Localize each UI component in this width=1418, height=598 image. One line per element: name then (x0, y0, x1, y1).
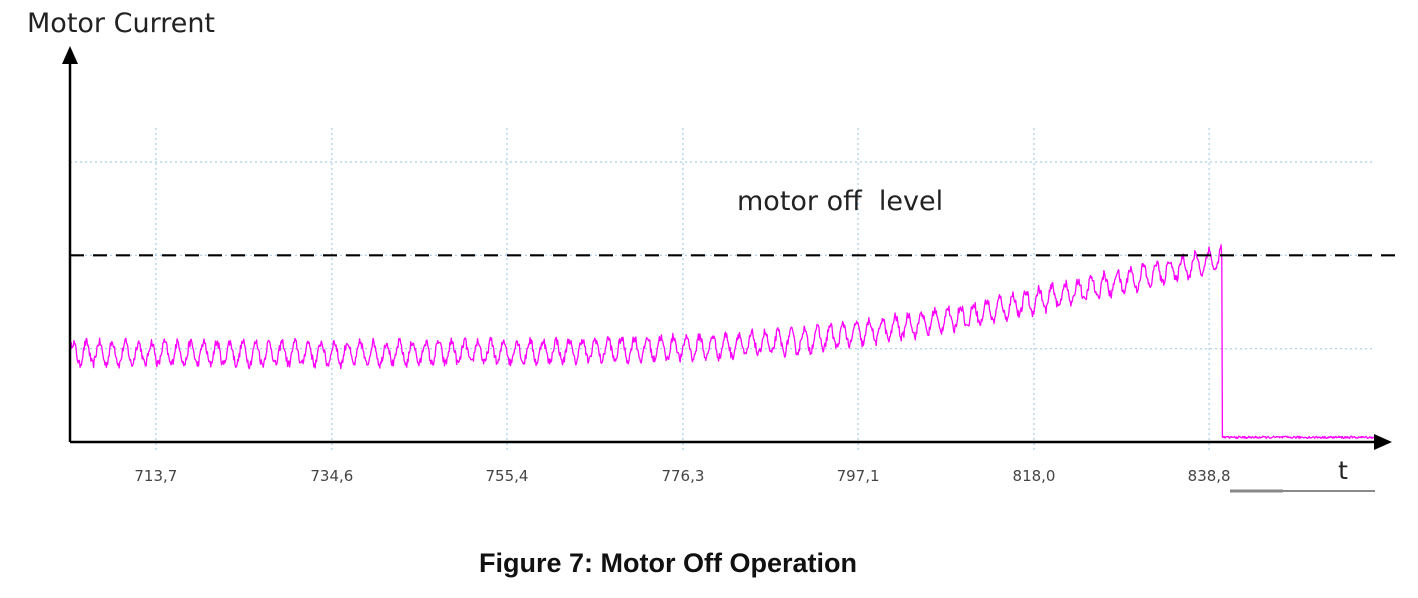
x-axis-title: t (1338, 456, 1348, 485)
y-axis-title: Motor Current (27, 8, 215, 39)
series-layer (69, 244, 1376, 440)
x-tick-label: 776,3 (661, 467, 704, 485)
figure-caption: Figure 7: Motor Off Operation (479, 548, 857, 578)
y-axis-arrow-icon (62, 46, 78, 64)
grid-layer (70, 128, 1375, 452)
x-tick-label: 818,0 (1013, 467, 1056, 485)
x-axis-arrow-icon (1374, 434, 1392, 450)
motor-current-trace (69, 244, 1376, 440)
x-tick-label: 734,6 (310, 467, 353, 485)
tick-label-layer: 713,7 734,6 755,4 776,3 797,1 818,0 838,8 (134, 467, 1230, 485)
x-tick-label: 713,7 (134, 467, 177, 485)
threshold-annotation: motor off level (737, 186, 943, 217)
x-tick-label: 838,8 (1188, 467, 1231, 485)
axis-layer (62, 46, 1392, 450)
x-tick-label: 797,1 (837, 467, 880, 485)
x-tick-label: 755,4 (485, 467, 528, 485)
